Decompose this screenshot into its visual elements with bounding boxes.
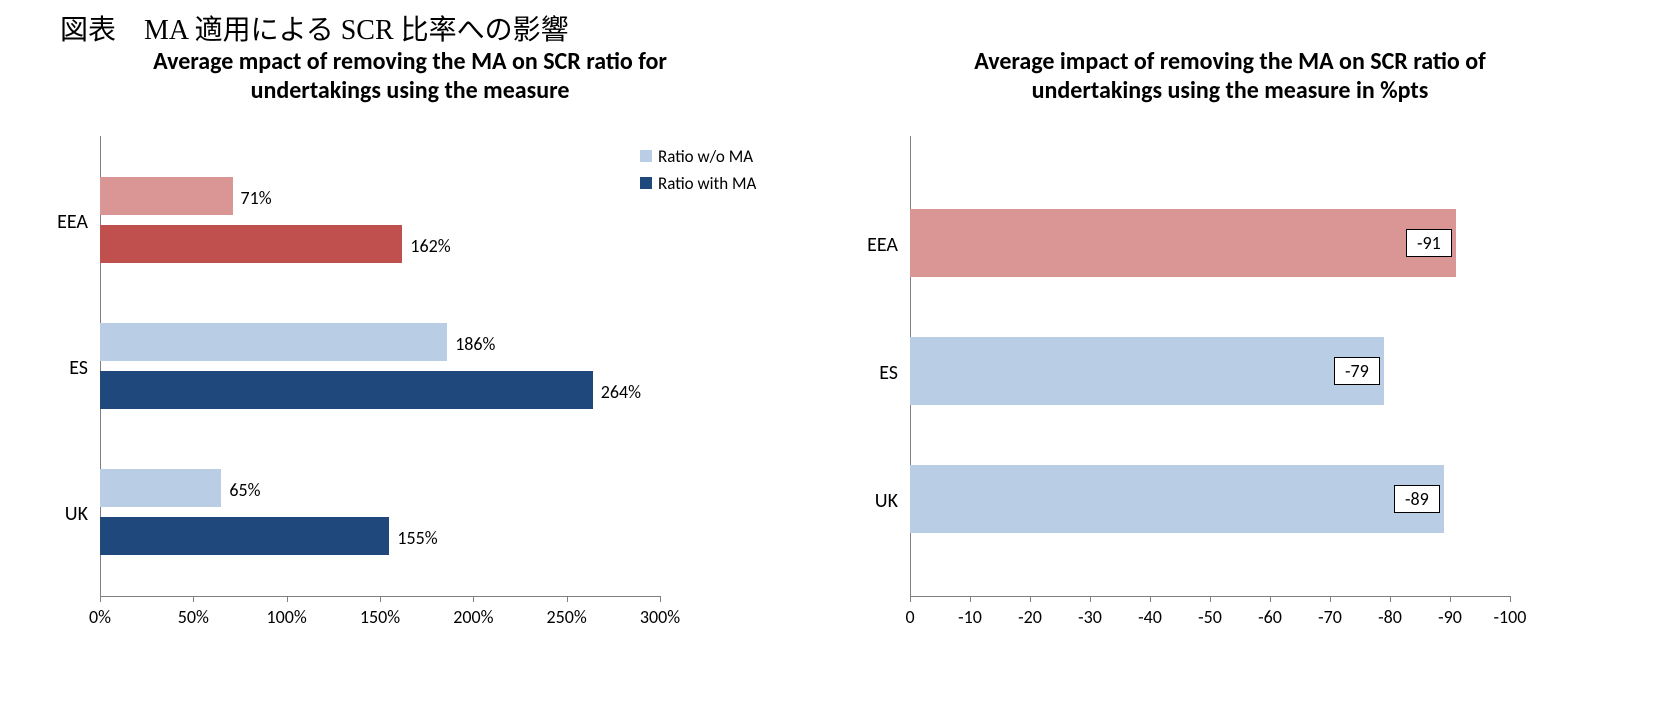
x-tick-label: -60 [1245,606,1295,628]
bar [910,337,1384,405]
x-tick-label: -100 [1485,606,1535,628]
x-tick-mark [910,596,911,602]
category-label: UK [0,502,88,526]
page-title: 図表 MA 適用による SCR 比率への影響 [0,0,1661,48]
bar [100,177,233,215]
legend: Ratio w/o MA Ratio with MA [640,146,756,200]
legend-item: Ratio with MA [640,173,756,194]
x-tick-mark [1210,596,1211,602]
legend-label: Ratio with MA [658,173,756,194]
bar-value-box: -89 [1394,485,1440,513]
bar-value-label: 71% [241,187,272,209]
left-plot-area: 0% 50% 100% 150% 200% 250% 300% EEA 71% 162% ES 186… [0,106,820,646]
left-chart: Average mpact of removing the MA on SCR … [0,48,820,646]
category-label: UK [820,489,898,513]
x-tick-mark [1510,596,1511,602]
x-tick-label: -70 [1305,606,1355,628]
legend-label: Ratio w/o MA [658,146,753,167]
category-label: ES [0,356,88,380]
x-tick-label: 100% [257,606,317,628]
left-chart-title-line1: Average mpact of removing the MA on SCR … [153,47,667,76]
x-tick-label: 250% [537,606,597,628]
x-tick-mark [100,596,101,602]
category-label: EEA [820,233,898,257]
bar-value-label: 65% [229,479,260,501]
x-tick-label: -40 [1125,606,1175,628]
left-chart-title-line2: undertakings using the measure [251,76,570,105]
x-tick-label: -10 [945,606,995,628]
charts-row: Average mpact of removing the MA on SCR … [0,48,1661,646]
x-tick-mark [1450,596,1451,602]
x-tick-mark [1330,596,1331,602]
x-tick-mark [193,596,194,602]
left-chart-title: Average mpact of removing the MA on SCR … [60,48,760,106]
bar [100,323,447,361]
right-chart-title-line2: undertakings using the measure in %pts [1032,76,1429,105]
x-tick-label: -30 [1065,606,1115,628]
x-tick-label: 50% [163,606,223,628]
bar-value-box: -79 [1334,357,1380,385]
x-tick-mark [970,596,971,602]
bar [910,209,1456,277]
x-tick-label: -20 [1005,606,1055,628]
bar-value-label: 264% [601,381,641,403]
x-tick-label: -50 [1185,606,1235,628]
legend-swatch [640,150,652,162]
bar [910,465,1444,533]
x-tick-mark [1270,596,1271,602]
x-tick-label: -80 [1365,606,1415,628]
x-tick-label: 0% [70,606,130,628]
legend-swatch [640,177,652,189]
category-label: ES [820,361,898,385]
bar [100,469,221,507]
x-tick-mark [1090,596,1091,602]
right-chart-title: Average impact of removing the MA on SCR… [880,48,1580,106]
bar [100,517,389,555]
bar-value-box: -91 [1406,229,1452,257]
bar [100,371,593,409]
x-tick-mark [567,596,568,602]
right-chart: Average impact of removing the MA on SCR… [820,48,1640,646]
right-plot-area: 0 -10 -20 -30 -40 -50 -60 -70 -80 -90 -100 EEA -91 ES… [820,106,1570,646]
x-tick-mark [660,596,661,602]
x-tick-mark [1150,596,1151,602]
x-tick-mark [473,596,474,602]
bar [100,225,402,263]
x-tick-label: 0 [885,606,935,628]
bar-value-label: 186% [455,333,495,355]
bar-value-label: 155% [397,527,437,549]
legend-item: Ratio w/o MA [640,146,756,167]
x-tick-mark [287,596,288,602]
x-tick-label: 200% [443,606,503,628]
bar-value-label: 162% [410,235,450,257]
x-tick-label: -90 [1425,606,1475,628]
x-tick-mark [1030,596,1031,602]
x-tick-label: 150% [350,606,410,628]
right-chart-title-line1: Average impact of removing the MA on SCR… [974,47,1486,76]
x-tick-mark [1390,596,1391,602]
category-label: EEA [0,210,88,234]
x-tick-mark [380,596,381,602]
x-tick-label: 300% [630,606,690,628]
